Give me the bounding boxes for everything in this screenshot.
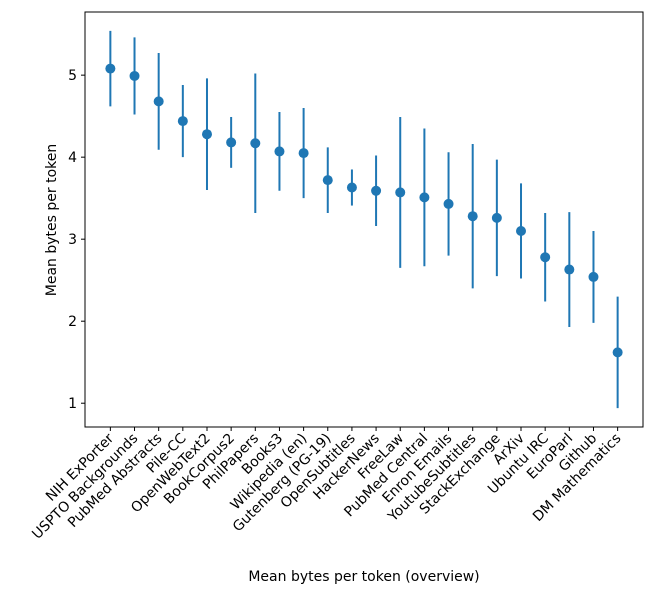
- point: [443, 198, 454, 209]
- y-tick-label: 2: [68, 314, 77, 330]
- y-axis-label: Mean bytes per token: [44, 144, 60, 296]
- point: [516, 225, 527, 236]
- point: [129, 70, 140, 81]
- x-axis-label: Mean bytes per token (overview): [248, 569, 479, 585]
- y-tick-label: 5: [68, 68, 77, 84]
- point: [419, 192, 430, 203]
- y-tick-label: 3: [68, 232, 77, 248]
- y-tick-label: 4: [68, 150, 77, 166]
- point: [322, 175, 333, 186]
- point: [491, 212, 502, 223]
- point: [250, 138, 261, 149]
- point: [588, 271, 599, 282]
- point: [371, 185, 382, 196]
- point: [540, 252, 551, 263]
- point: [346, 182, 357, 193]
- x-tick-label: USPTO Backgrounds: [29, 431, 141, 543]
- point: [274, 146, 285, 157]
- point: [612, 347, 623, 358]
- plot-frame: [84, 11, 644, 428]
- point: [201, 129, 212, 140]
- y-tick-label: 1: [68, 396, 77, 412]
- point: [298, 148, 309, 159]
- point: [395, 187, 406, 198]
- point: [153, 96, 164, 107]
- point: [564, 264, 575, 275]
- point: [226, 137, 237, 148]
- point: [177, 116, 188, 127]
- point: [105, 63, 116, 74]
- point: [467, 211, 478, 222]
